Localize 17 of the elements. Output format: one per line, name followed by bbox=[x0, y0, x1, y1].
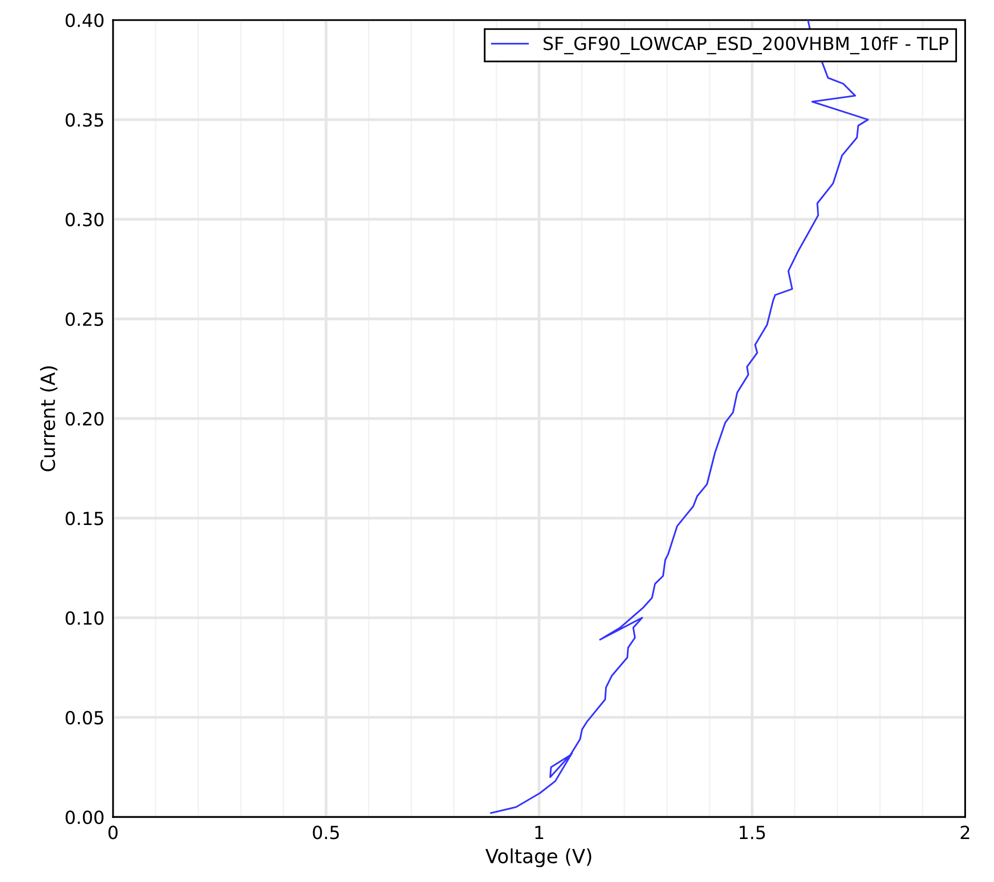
x-tick-label: 1 bbox=[535, 826, 544, 840]
y-tick-label: 0.00 bbox=[66, 810, 104, 824]
y-tick-label: 0.35 bbox=[66, 113, 104, 127]
x-tick-label: 1.5 bbox=[740, 826, 765, 840]
y-tick-label: 0.25 bbox=[66, 312, 104, 326]
legend-label: SF_GF90_LOWCAP_ESD_200VHBM_10fF - TLP bbox=[544, 36, 948, 54]
x-tick-label: 0.5 bbox=[312, 826, 339, 840]
y-tick-label: 0.05 bbox=[66, 710, 104, 724]
x-tick-label: 0 bbox=[108, 826, 118, 840]
x-axis-title: Voltage (V) bbox=[485, 848, 592, 868]
y-tick-label: 0.40 bbox=[66, 13, 104, 28]
x-tick-label: 2 bbox=[960, 826, 970, 840]
y-tick-label: 0.15 bbox=[66, 512, 104, 526]
y-axis-title: Current (A) bbox=[40, 366, 58, 472]
y-tick-label: 0.30 bbox=[66, 212, 104, 226]
y-tick-label: 0.20 bbox=[66, 412, 104, 426]
y-tick-label: 0.10 bbox=[66, 611, 104, 625]
